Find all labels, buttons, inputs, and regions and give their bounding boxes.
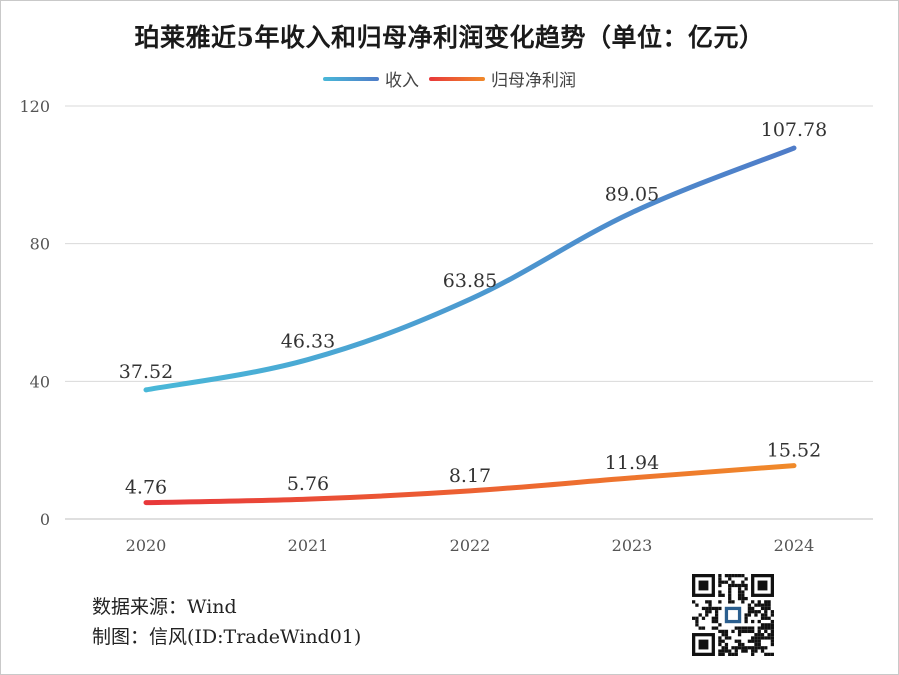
legend-item-revenue: 收入: [323, 66, 419, 91]
data-labels: 37.52 46.33 63.85 89.05 107.78 4.76 5.76 8.17 11…: [119, 119, 827, 499]
x-tick-label: 2020: [126, 536, 167, 555]
data-label: 8.17: [449, 465, 491, 487]
legend-label-revenue: 收入: [385, 71, 419, 91]
legend-swatch-net-profit: [429, 76, 485, 81]
x-tick-label: 2022: [450, 536, 491, 555]
legend-label-net-profit: 归母净利润: [491, 71, 576, 91]
data-label: 107.78: [761, 119, 827, 141]
series-line-0: [143, 145, 797, 393]
qr-code-icon: [692, 574, 774, 656]
chart-title: 珀莱雅近5年收入和归母净利润变化趋势（单位：亿元）: [134, 23, 765, 52]
axes: 0 40 80 120 2020 2021 2022 2023 2024: [19, 97, 814, 555]
data-label: 46.33: [281, 331, 335, 353]
data-label: 4.76: [125, 477, 167, 499]
x-tick-label: 2024: [774, 536, 815, 555]
y-tick-label: 80: [30, 235, 50, 254]
data-label: 15.52: [767, 440, 821, 462]
data-label: 5.76: [287, 473, 329, 495]
data-label: 37.52: [119, 361, 173, 383]
y-tick-label: 40: [30, 372, 50, 391]
y-tick-label: 0: [40, 510, 50, 529]
legend-item-net-profit: 归母净利润: [429, 66, 576, 91]
x-tick-label: 2021: [288, 536, 329, 555]
data-label: 89.05: [605, 184, 659, 206]
grid-lines: [65, 105, 873, 520]
series-line-1: [143, 463, 797, 506]
source-note: 数据来源：Wind: [92, 596, 237, 618]
legend-swatch-revenue: [323, 76, 379, 81]
series-lines: [143, 145, 797, 506]
y-tick-label: 120: [19, 97, 50, 116]
data-label: 11.94: [605, 452, 659, 474]
legend: 收入 归母净利润: [0, 66, 899, 91]
author-note: 制图：信风(ID:TradeWind01): [92, 626, 362, 648]
data-label: 63.85: [443, 270, 497, 292]
x-tick-label: 2023: [612, 536, 653, 555]
